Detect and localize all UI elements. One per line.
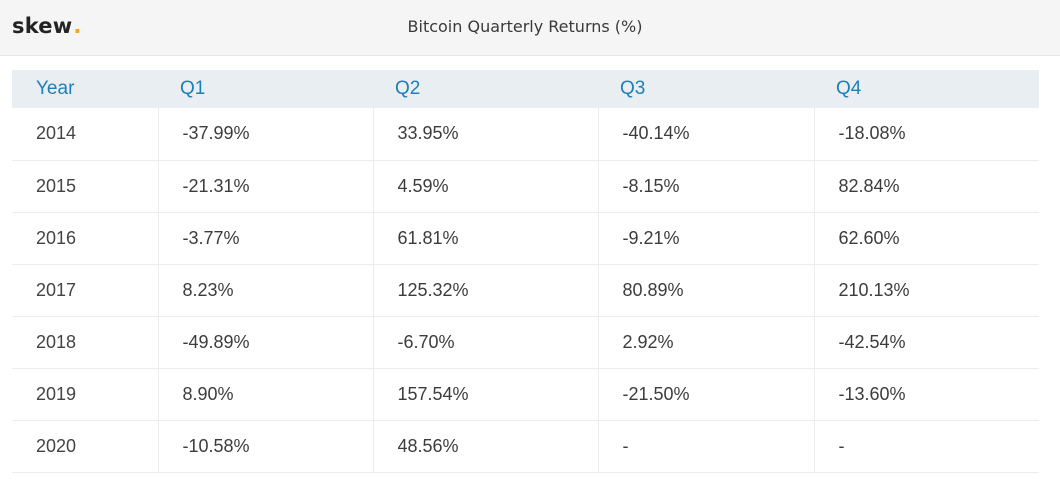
column-header-q4: Q4 bbox=[814, 70, 1039, 108]
table-row: 2014 -37.99% 33.95% -40.14% -18.08% bbox=[12, 108, 1039, 161]
return-cell-q1: -49.89% bbox=[158, 316, 374, 369]
return-cell-q1: -3.77% bbox=[158, 212, 374, 265]
logo-dot: . bbox=[73, 14, 82, 38]
return-cell-q1: -37.99% bbox=[158, 108, 374, 161]
return-cell-q1: 8.90% bbox=[158, 368, 374, 421]
returns-table: Year Q1 Q2 Q3 Q4 2014 -37.99% 33.95% -40.14… bbox=[12, 70, 1039, 473]
table-body: 2014 -37.99% 33.95% -40.14% -18.08% 2015 -21.3… bbox=[12, 108, 1039, 473]
table-row: 2015 -21.31% 4.59% -8.15% 82.84% bbox=[12, 160, 1039, 213]
table-row: 2018 -49.89% -6.70% 2.92% -42.54% bbox=[12, 316, 1039, 369]
year-cell: 2015 bbox=[12, 160, 159, 213]
return-cell-q4: 82.84% bbox=[814, 160, 1039, 213]
table-row: 2019 8.90% 157.54% -21.50% -13.60% bbox=[12, 368, 1039, 421]
page-title: Bitcoin Quarterly Returns (%) bbox=[407, 17, 643, 36]
return-cell-q3: -8.15% bbox=[598, 160, 815, 213]
return-cell-q4: - bbox=[814, 420, 1039, 473]
return-cell-q2: 33.95% bbox=[373, 108, 599, 161]
return-cell-q2: 125.32% bbox=[373, 264, 599, 317]
return-cell-q4: -42.54% bbox=[814, 316, 1039, 369]
return-cell-q3: -9.21% bbox=[598, 212, 815, 265]
column-header-q2: Q2 bbox=[373, 70, 598, 108]
return-cell-q2: 4.59% bbox=[373, 160, 599, 213]
return-cell-q4: 210.13% bbox=[814, 264, 1039, 317]
table-header-row: Year Q1 Q2 Q3 Q4 bbox=[12, 70, 1039, 108]
column-header-q3: Q3 bbox=[598, 70, 814, 108]
year-cell: 2014 bbox=[12, 108, 159, 161]
table-row: 2020 -10.58% 48.56% - - bbox=[12, 420, 1039, 473]
skew-logo[interactable]: skew. bbox=[12, 14, 82, 42]
year-cell: 2020 bbox=[12, 420, 159, 473]
top-bar: skew. Bitcoin Quarterly Returns (%) bbox=[0, 0, 1060, 56]
column-header-year: Year bbox=[12, 70, 158, 108]
column-header-q1: Q1 bbox=[158, 70, 373, 108]
return-cell-q3: - bbox=[598, 420, 815, 473]
return-cell-q1: -21.31% bbox=[158, 160, 374, 213]
table-row: 2016 -3.77% 61.81% -9.21% 62.60% bbox=[12, 212, 1039, 265]
return-cell-q3: -40.14% bbox=[598, 108, 815, 161]
return-cell-q3: -21.50% bbox=[598, 368, 815, 421]
logo-text: skew bbox=[12, 14, 73, 38]
table-row: 2017 8.23% 125.32% 80.89% 210.13% bbox=[12, 264, 1039, 317]
year-cell: 2017 bbox=[12, 264, 159, 317]
return-cell-q2: -6.70% bbox=[373, 316, 599, 369]
return-cell-q4: -18.08% bbox=[814, 108, 1039, 161]
return-cell-q3: 80.89% bbox=[598, 264, 815, 317]
return-cell-q2: 48.56% bbox=[373, 420, 599, 473]
return-cell-q1: 8.23% bbox=[158, 264, 374, 317]
year-cell: 2019 bbox=[12, 368, 159, 421]
return-cell-q4: -13.60% bbox=[814, 368, 1039, 421]
return-cell-q4: 62.60% bbox=[814, 212, 1039, 265]
return-cell-q3: 2.92% bbox=[598, 316, 815, 369]
year-cell: 2018 bbox=[12, 316, 159, 369]
return-cell-q2: 61.81% bbox=[373, 212, 599, 265]
return-cell-q1: -10.58% bbox=[158, 420, 374, 473]
year-cell: 2016 bbox=[12, 212, 159, 265]
return-cell-q2: 157.54% bbox=[373, 368, 599, 421]
